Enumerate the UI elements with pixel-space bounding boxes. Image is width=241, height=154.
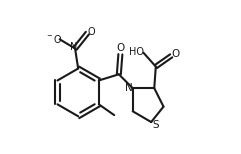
Text: N: N [125,83,133,93]
Text: $^-$O: $^-$O [45,33,62,45]
Text: S: S [153,120,159,130]
Text: O: O [172,49,180,59]
Text: HO: HO [129,47,144,57]
Text: O: O [87,27,95,36]
Text: N: N [70,42,77,52]
Text: O: O [116,43,125,53]
